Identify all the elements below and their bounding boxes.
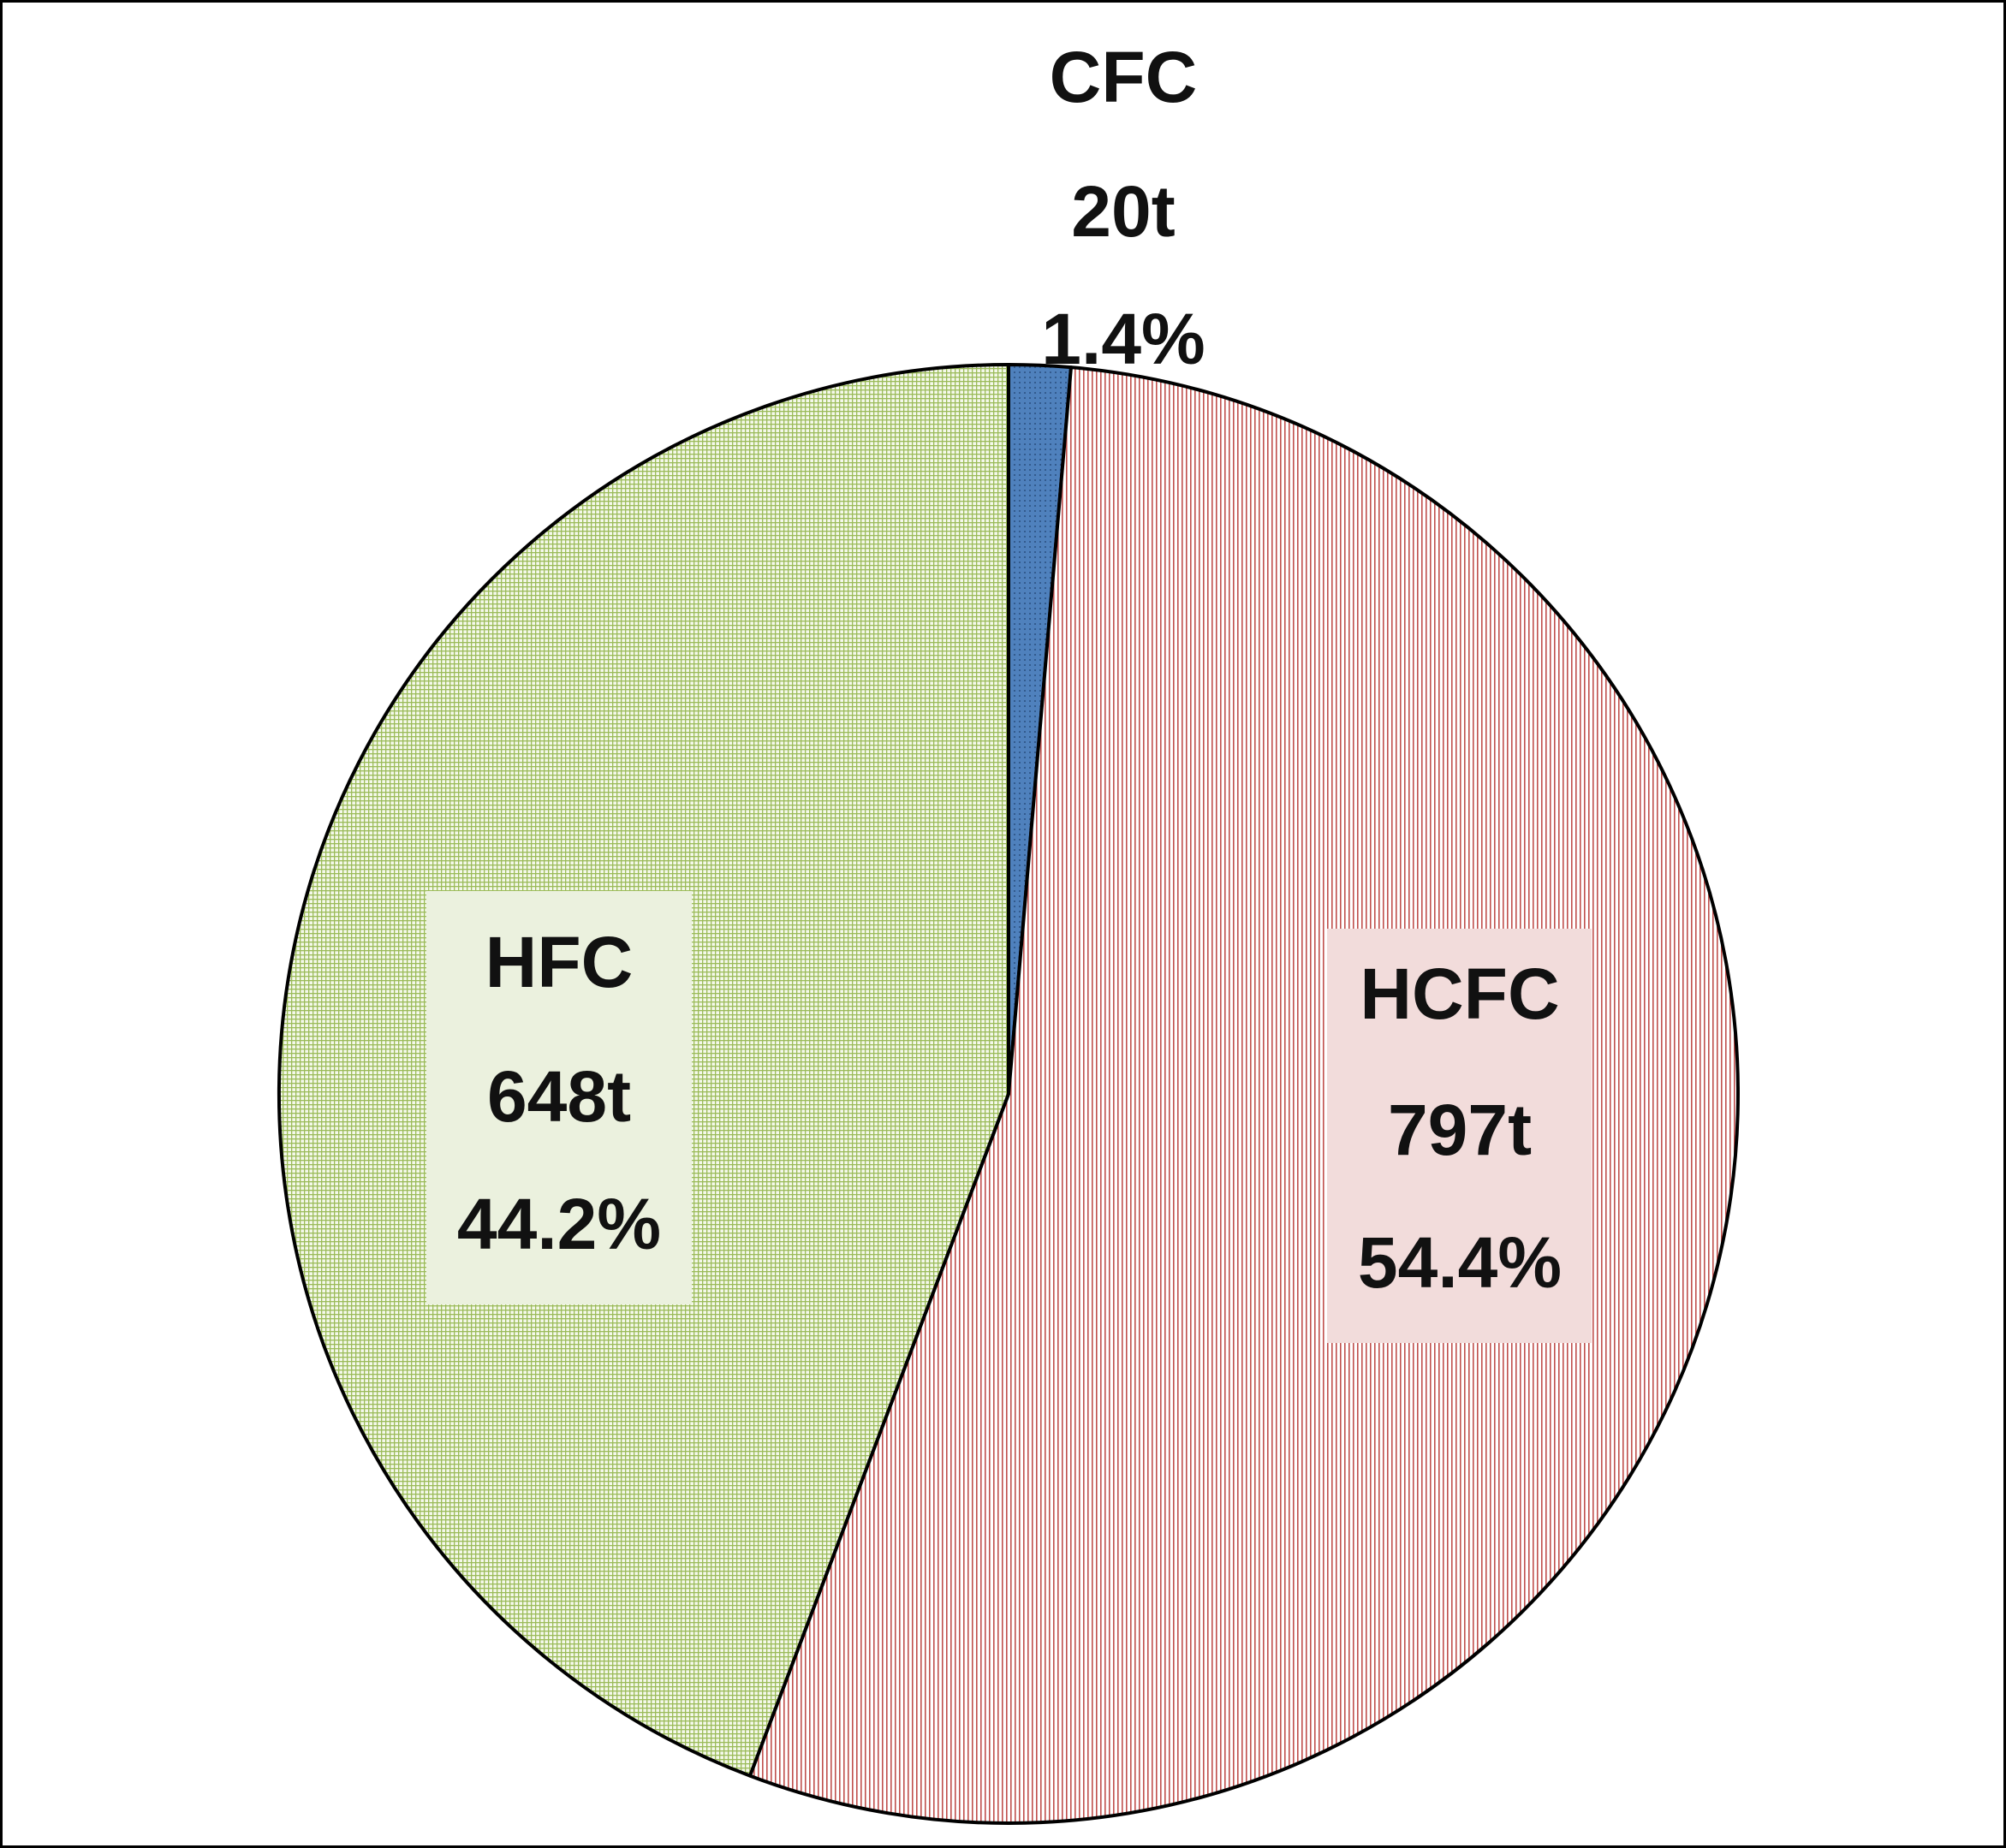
slice-name: CFC xyxy=(1050,37,1198,117)
value-label: 20t xyxy=(1071,171,1175,252)
share-label: 1.4% xyxy=(1041,299,1205,379)
value-label: 797t xyxy=(1388,1090,1532,1170)
label-box xyxy=(426,891,692,1304)
slice-name: HCFC xyxy=(1360,954,1559,1034)
pie-slice xyxy=(747,365,1740,1825)
label-box xyxy=(1327,929,1592,1343)
value-label: 648t xyxy=(487,1056,631,1137)
share-label: 54.4% xyxy=(1358,1222,1562,1303)
share-label: 44.2% xyxy=(457,1184,661,1264)
slice-name: HFC xyxy=(485,922,634,1002)
